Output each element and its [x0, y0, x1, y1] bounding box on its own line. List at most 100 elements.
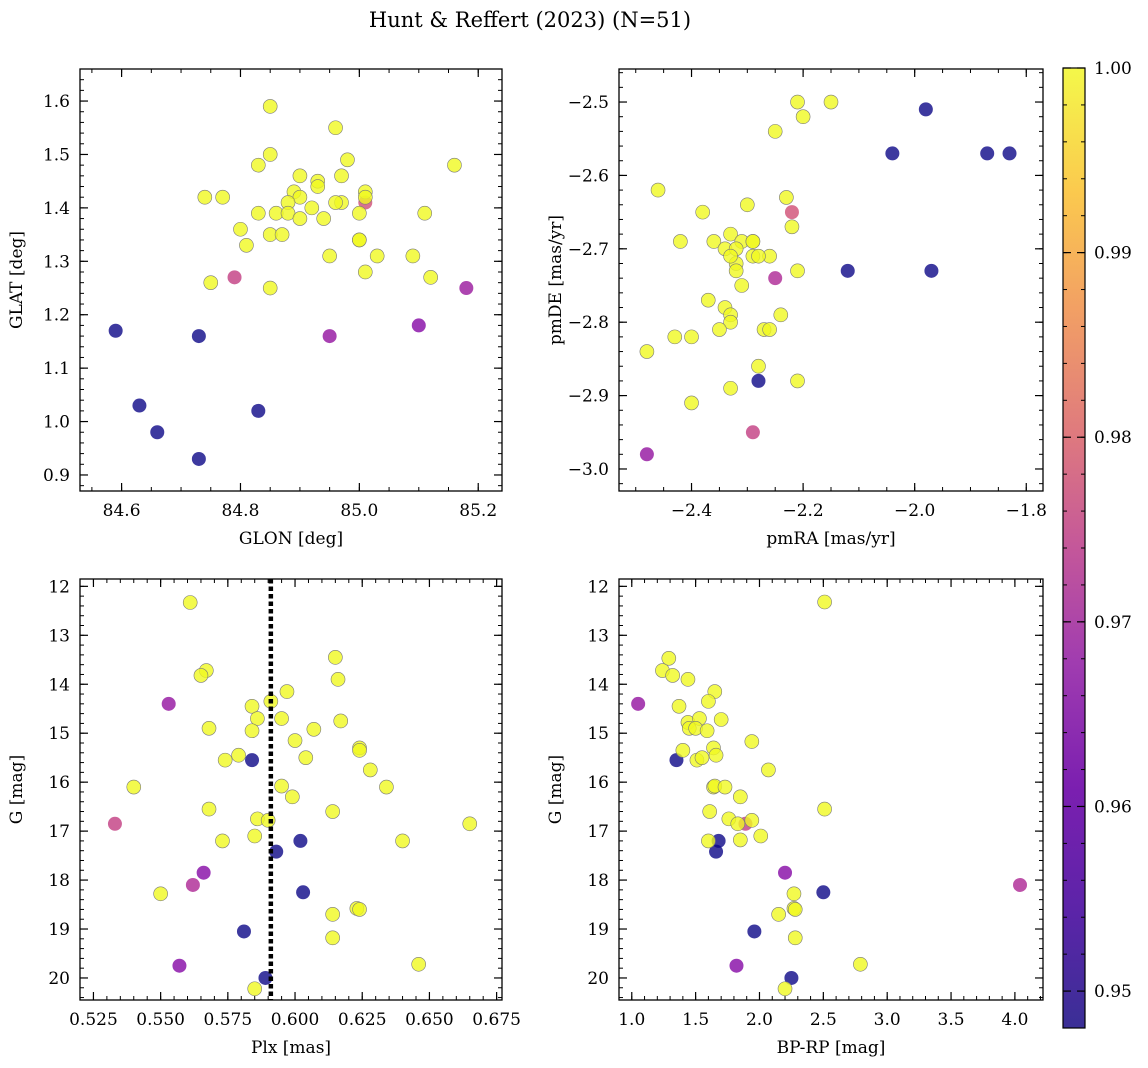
x-tick-label: 3.0 [874, 1010, 901, 1030]
data-point [411, 956, 426, 972]
data-point [251, 205, 266, 221]
axes-frame [618, 578, 1044, 1001]
data-point [285, 789, 300, 805]
data-point [247, 828, 263, 844]
data-point [694, 750, 710, 765]
data-point [816, 885, 831, 900]
data-point [245, 753, 260, 768]
data-point [661, 651, 677, 666]
data-point [712, 322, 727, 337]
data-point [728, 263, 744, 279]
data-point [744, 734, 760, 749]
data-point [753, 828, 769, 844]
x-axis-label: pmRA [mas/yr] [766, 529, 895, 549]
data-point [700, 292, 716, 308]
data-point [684, 329, 699, 345]
x-tick-label: 2.0 [746, 1010, 773, 1030]
data-point [292, 211, 308, 226]
data-point [262, 280, 278, 296]
y-tick-label: 1.3 [43, 252, 70, 272]
data-point [328, 120, 343, 136]
data-point [701, 694, 716, 709]
y-tick-label: 14 [587, 675, 609, 695]
data-point [767, 124, 783, 139]
data-point [459, 281, 474, 296]
colorbar-tick-label: 0.98 [1094, 428, 1132, 448]
panel-proper-motion: −2.4 −2.2 −2.0 −1.8 −3.0 −2.9 −2.8 −2.7 −2.6 −2.5… [546, 68, 1047, 549]
x-tick-label: 3.5 [938, 1010, 965, 1030]
figure-title: Hunt & Reffert (2023) (N=51) [369, 8, 691, 32]
y-tick-label: −2.6 [568, 166, 609, 186]
data-point [334, 168, 349, 184]
x-tick-label: 0.575 [203, 1010, 252, 1030]
x-tick-label: −2.0 [894, 501, 935, 521]
data-point [328, 195, 343, 210]
y-tick-label: 0.9 [43, 466, 70, 486]
y-tick-label: 1.1 [43, 359, 70, 379]
data-point [369, 248, 385, 264]
data-point [191, 329, 206, 344]
data-point [274, 778, 289, 794]
y-tick-label: 1.2 [43, 306, 70, 326]
y-tick-label: 16 [48, 773, 70, 793]
data-point [236, 924, 251, 939]
data-point [244, 698, 260, 714]
data-point [680, 672, 696, 687]
data-point [227, 270, 242, 285]
y-tick-label: 1.4 [43, 199, 70, 219]
y-tick-label: −2.5 [568, 93, 609, 113]
data-point [352, 743, 367, 758]
data-point [231, 747, 246, 763]
data-point [352, 205, 367, 221]
panel-sky: 84.6 84.8 85.0 85.2 0.9 1.0 1.1 1.2 1.3 1.4 1.5 1.6… [7, 68, 503, 549]
data-point [333, 713, 349, 729]
data-point [675, 743, 691, 758]
data-point [260, 813, 276, 828]
data-point [395, 833, 410, 849]
y-tick-label: 20 [48, 969, 70, 989]
data-point [779, 190, 794, 205]
y-tick-label: 14 [48, 675, 70, 695]
x-tick-label: 0.675 [472, 1010, 521, 1030]
y-tick-label: 19 [48, 920, 70, 940]
data-point [771, 907, 786, 922]
data-point [233, 221, 248, 237]
y-axis-label: pmDE [mas/yr] [546, 215, 566, 345]
data-point [462, 816, 478, 832]
data-point [298, 750, 314, 765]
data-point [701, 833, 716, 849]
data-point [132, 398, 147, 413]
y-tick-label: 18 [587, 871, 609, 891]
data-point [269, 844, 284, 859]
y-tick-label: −2.7 [568, 240, 609, 260]
axes-frame [79, 68, 503, 492]
data-point [787, 930, 803, 946]
data-point [310, 179, 326, 194]
data-point [795, 109, 811, 125]
data-point [107, 816, 122, 831]
data-point [723, 226, 738, 242]
data-point [411, 318, 426, 333]
y-tick-label: 18 [48, 871, 70, 891]
data-point [182, 595, 198, 610]
data-point [699, 723, 715, 739]
data-point [215, 189, 230, 205]
data-point [196, 865, 211, 880]
data-point [734, 278, 750, 293]
x-tick-label: 85.2 [459, 501, 497, 521]
x-tick-label: −1.8 [1006, 501, 1047, 521]
data-point [784, 205, 799, 220]
data-point [296, 885, 311, 900]
data-point [322, 329, 337, 344]
data-point [790, 94, 805, 110]
y-tick-label: 12 [587, 577, 609, 597]
data-point [702, 804, 717, 819]
data-point [292, 168, 308, 184]
data-point [639, 447, 654, 462]
data-point [1013, 877, 1028, 892]
data-point [711, 833, 726, 848]
data-point [201, 801, 217, 817]
data-point [330, 672, 346, 687]
y-tick-label: 1.0 [43, 413, 70, 433]
data-point [191, 451, 206, 466]
